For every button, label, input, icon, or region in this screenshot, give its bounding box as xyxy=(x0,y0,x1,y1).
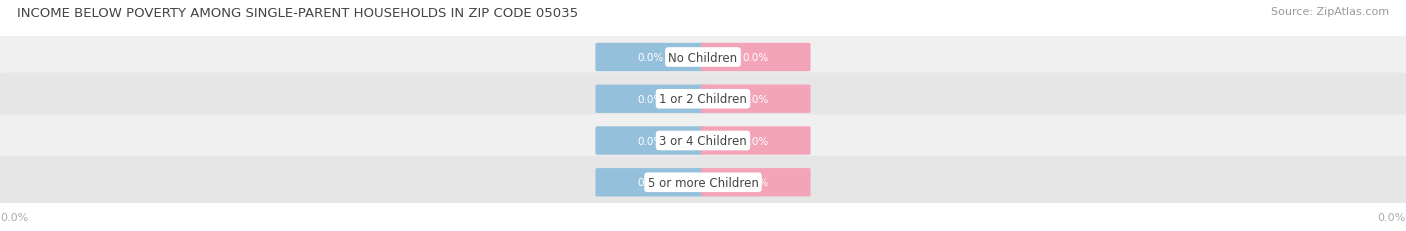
FancyBboxPatch shape xyxy=(0,156,1406,209)
FancyBboxPatch shape xyxy=(0,115,1406,167)
FancyBboxPatch shape xyxy=(596,168,706,197)
Text: 0.0%: 0.0% xyxy=(637,177,664,188)
Text: 3 or 4 Children: 3 or 4 Children xyxy=(659,134,747,147)
Text: Source: ZipAtlas.com: Source: ZipAtlas.com xyxy=(1271,7,1389,17)
Text: 1 or 2 Children: 1 or 2 Children xyxy=(659,93,747,106)
FancyBboxPatch shape xyxy=(596,44,706,72)
Text: 0.0%: 0.0% xyxy=(1378,213,1406,222)
FancyBboxPatch shape xyxy=(700,168,810,197)
Text: 0.0%: 0.0% xyxy=(742,53,769,63)
Text: 0.0%: 0.0% xyxy=(637,53,664,63)
FancyBboxPatch shape xyxy=(700,85,810,113)
Text: INCOME BELOW POVERTY AMONG SINGLE-PARENT HOUSEHOLDS IN ZIP CODE 05035: INCOME BELOW POVERTY AMONG SINGLE-PARENT… xyxy=(17,7,578,20)
FancyBboxPatch shape xyxy=(0,73,1406,125)
Text: 0.0%: 0.0% xyxy=(0,213,28,222)
Text: 5 or more Children: 5 or more Children xyxy=(648,176,758,189)
Text: 0.0%: 0.0% xyxy=(742,177,769,188)
FancyBboxPatch shape xyxy=(596,127,706,155)
Text: No Children: No Children xyxy=(668,51,738,64)
FancyBboxPatch shape xyxy=(0,32,1406,84)
FancyBboxPatch shape xyxy=(596,85,706,113)
Text: 0.0%: 0.0% xyxy=(637,94,664,104)
FancyBboxPatch shape xyxy=(700,44,810,72)
Text: 0.0%: 0.0% xyxy=(742,94,769,104)
Text: 0.0%: 0.0% xyxy=(637,136,664,146)
FancyBboxPatch shape xyxy=(700,127,810,155)
Text: 0.0%: 0.0% xyxy=(742,136,769,146)
